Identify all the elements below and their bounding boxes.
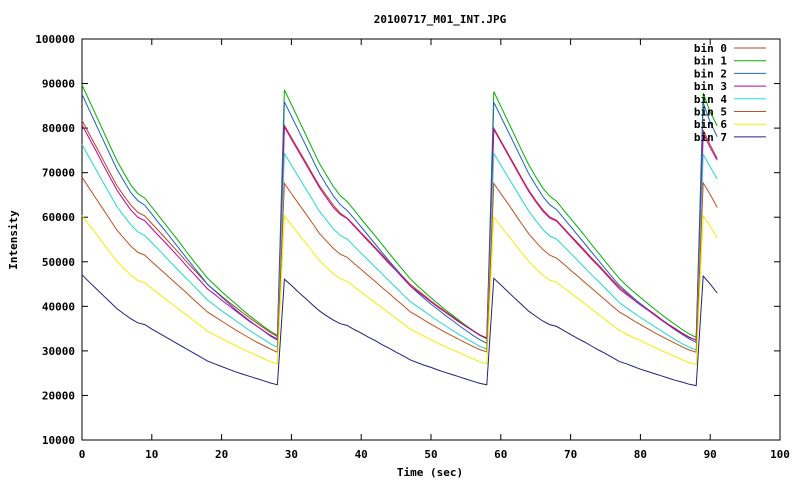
legend-label-bin-6: bin 6 [694,118,727,131]
x-tick-label: 0 [79,448,86,461]
x-tick-label: 60 [494,448,507,461]
y-tick-label: 100000 [35,33,75,46]
x-tick-label: 20 [215,448,228,461]
series-line-bin-5 [81,176,718,353]
legend-label-bin-5: bin 5 [694,106,727,119]
series-line-bin-3 [81,124,718,341]
y-axis-label: Intensity [7,210,20,270]
x-tick-label: 30 [285,448,298,461]
x-tick-label: 90 [704,448,717,461]
x-tick-label: 50 [424,448,437,461]
y-tick-label: 80000 [42,122,75,135]
series-line-bin-6 [81,214,718,366]
y-tick-label: 20000 [42,389,75,402]
legend-label-bin-0: bin 0 [694,42,727,55]
series-lines [81,84,718,387]
series-line-bin-1 [81,84,718,340]
y-tick-label: 40000 [42,300,75,313]
legend-label-bin-2: bin 2 [694,67,727,80]
y-tick-label: 90000 [42,78,75,91]
x-tick-label: 100 [770,448,790,461]
y-axis-ticks: 10000 20000 30000 40000 50000 60000 70000 80000… [35,33,780,447]
x-tick-label: 80 [634,448,647,461]
x-tick-label: 70 [564,448,577,461]
chart-title: 20100717_M01_INT.JPG [374,13,507,26]
y-tick-label: 30000 [42,345,75,358]
legend-label-bin-4: bin 4 [694,93,727,106]
legend-label-bin-1: bin 1 [694,55,727,68]
x-tick-label: 40 [355,448,368,461]
series-line-bin-2 [81,93,718,345]
y-tick-label: 70000 [42,167,75,180]
x-axis-ticks: 0 10 20 30 40 50 60 70 80 90 100 [79,39,790,461]
y-tick-label: 60000 [42,211,75,224]
x-axis-label: Time (sec) [397,466,463,479]
legend-label-bin-3: bin 3 [694,80,727,93]
x-tick-label: 10 [145,448,158,461]
series-line-bin-4 [81,144,718,351]
series-line-bin-0 [81,120,718,341]
legend-label-bin-7: bin 7 [694,131,727,144]
series-line-bin-7 [81,274,718,387]
y-tick-label: 50000 [42,256,75,269]
y-tick-label: 10000 [42,434,75,447]
